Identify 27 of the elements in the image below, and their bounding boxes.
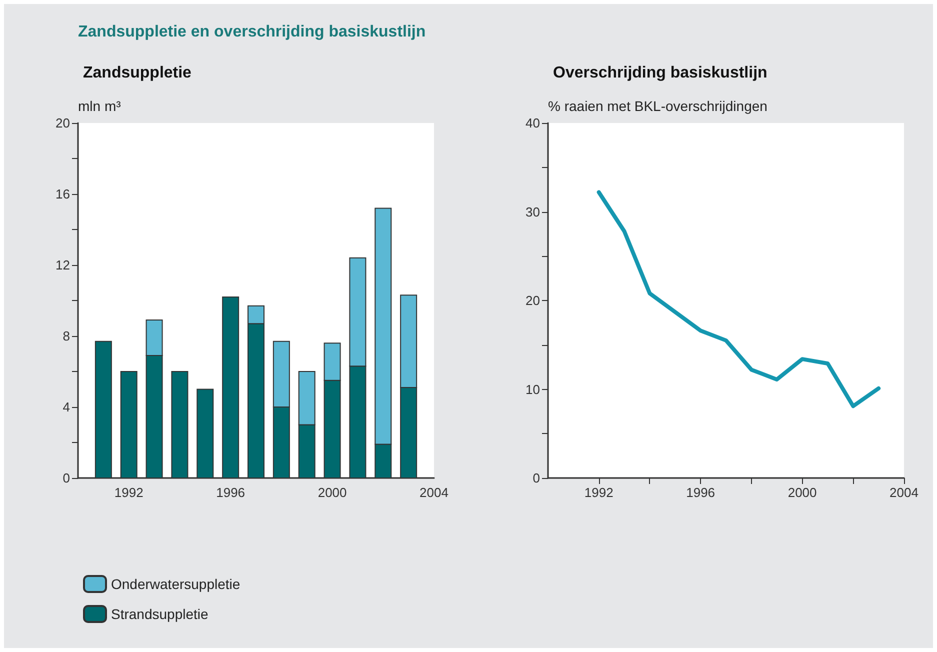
y-tick-label: 0: [532, 470, 540, 486]
text: Zandsuppletie en overschrijding basiskustlijn: [78, 24, 426, 40]
y-tick-label: 0: [62, 470, 70, 486]
x-tick-label: 1996: [686, 485, 716, 500]
x-tick-label: 1992: [114, 485, 144, 500]
y-axis-title: % raaien met BKL-overschrijdingen: [548, 98, 768, 114]
y-tick-label: 40: [526, 116, 540, 130]
x-tick-label: 1992: [584, 485, 614, 500]
x-tick-label: 2004: [420, 485, 448, 500]
legend-label: Strandsuppletie: [111, 606, 209, 622]
x-tick-label: 2000: [788, 485, 817, 500]
y-tick-label: 30: [526, 204, 540, 220]
y-tick-label: 10: [526, 382, 540, 397]
y-tick-label: 16: [56, 186, 70, 202]
y-tick-label: 4: [62, 400, 70, 414]
line-series: [596, 190, 881, 408]
y-tick-label: 8: [62, 328, 70, 344]
legend-label: Onderwatersuppletie: [111, 576, 240, 592]
y-tick-label: 20: [56, 116, 70, 130]
x-tick-label: 2004: [890, 485, 918, 500]
y-tick-label: 12: [56, 258, 70, 272]
chart-title: Overschrijding basiskustlijn: [553, 64, 768, 82]
x-tick-label: 1996: [216, 485, 246, 500]
chart-title: Zandsuppletie: [83, 64, 192, 82]
y-axis-title: mln m³: [78, 98, 122, 114]
y-tick-label: 20: [526, 293, 540, 308]
x-tick-label: 2000: [318, 485, 347, 500]
